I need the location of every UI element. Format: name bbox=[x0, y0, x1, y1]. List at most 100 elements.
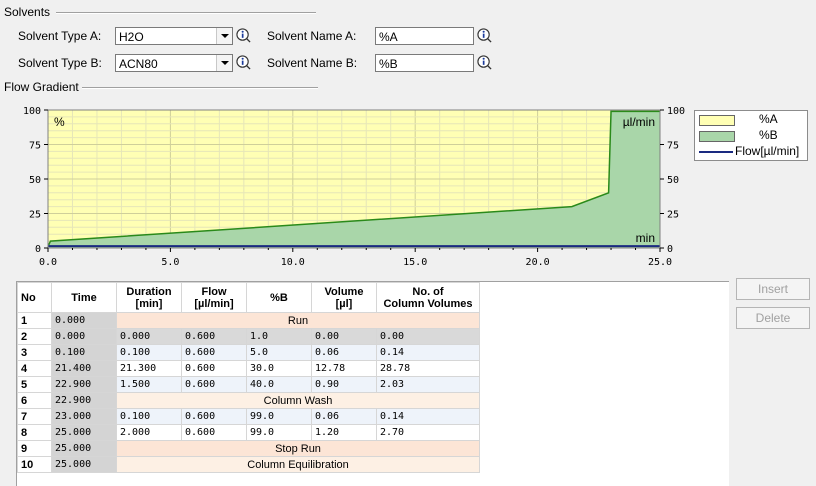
y-tick-label-right: 100 bbox=[667, 106, 685, 117]
x-tick-label: 0.0 bbox=[39, 257, 57, 268]
x-tick-label: 15.0 bbox=[403, 257, 427, 268]
table-cell[interactable]: 1.0 bbox=[246, 328, 312, 345]
table-cell[interactable]: 0.90 bbox=[311, 376, 377, 393]
table-cell[interactable]: 99.0 bbox=[246, 408, 312, 425]
table-cell[interactable]: 0.600 bbox=[181, 408, 247, 425]
time-cell: 23.000 bbox=[51, 408, 117, 425]
column-header[interactable]: Duration [min] bbox=[116, 282, 182, 313]
x-tick-label: 20.0 bbox=[526, 257, 550, 268]
table-cell[interactable]: 0.14 bbox=[376, 344, 480, 361]
table-cell[interactable]: 0.00 bbox=[311, 328, 377, 345]
chevron-down-icon[interactable] bbox=[216, 28, 232, 44]
delete-button[interactable]: Delete bbox=[736, 307, 810, 329]
table-row[interactable]: 5 22.900 1.500 0.600 40.0 0.90 2.03 bbox=[17, 376, 480, 393]
solvents-section-title: Solvents bbox=[4, 5, 51, 19]
table-cell[interactable]: 0.14 bbox=[376, 408, 480, 425]
row-number: 4 bbox=[17, 360, 52, 377]
table-row[interactable]: 8 25.000 2.000 0.600 99.0 1.20 2.70 bbox=[17, 424, 480, 441]
table-cell[interactable]: 0.600 bbox=[181, 344, 247, 361]
insert-button[interactable]: Insert bbox=[736, 278, 810, 300]
table-row[interactable]: 1 0.000 Run bbox=[17, 312, 480, 329]
table-row[interactable]: 7 23.000 0.100 0.600 99.0 0.06 0.14 bbox=[17, 408, 480, 425]
row-number: 8 bbox=[17, 424, 52, 441]
series-b-line bbox=[47, 110, 660, 247]
time-cell: 25.000 bbox=[51, 424, 117, 441]
table-cell[interactable]: 0.000 bbox=[116, 328, 182, 345]
solvent-type-b-label: Solvent Type B: bbox=[18, 56, 102, 70]
table-cell[interactable]: 0.600 bbox=[181, 376, 247, 393]
row-number: 10 bbox=[17, 456, 52, 473]
column-header[interactable]: %B bbox=[246, 282, 312, 313]
column-header[interactable]: Flow [µl/min] bbox=[181, 282, 247, 313]
y-tick-label-right: 50 bbox=[667, 175, 679, 186]
y-tick-label-right: 75 bbox=[667, 141, 679, 152]
row-number: 6 bbox=[17, 392, 52, 409]
table-cell[interactable]: 40.0 bbox=[246, 376, 312, 393]
table-cell[interactable]: 5.0 bbox=[246, 344, 312, 361]
table-cell[interactable]: 21.300 bbox=[116, 360, 182, 377]
row-number: 5 bbox=[17, 376, 52, 393]
info-icon[interactable] bbox=[477, 55, 492, 70]
time-cell: 22.900 bbox=[51, 376, 117, 393]
table-cell[interactable]: 99.0 bbox=[246, 424, 312, 441]
event-cell[interactable]: Stop Run bbox=[116, 440, 480, 457]
row-number: 9 bbox=[17, 440, 52, 457]
table-cell[interactable]: 12.78 bbox=[311, 360, 377, 377]
row-number: 2 bbox=[17, 328, 52, 345]
table-row[interactable]: 9 25.000 Stop Run bbox=[17, 440, 480, 457]
table-row[interactable]: 2 0.000 0.000 0.600 1.0 0.00 0.00 bbox=[17, 328, 480, 345]
solvent-type-b-value: ACN80 bbox=[119, 57, 158, 71]
legend-swatch-flow bbox=[699, 151, 733, 153]
solvent-name-a-input[interactable]: %A bbox=[375, 27, 474, 45]
solvent-type-a-label: Solvent Type A: bbox=[18, 29, 102, 43]
time-cell: 21.400 bbox=[51, 360, 117, 377]
chevron-down-icon[interactable] bbox=[216, 55, 232, 71]
table-cell[interactable]: 0.06 bbox=[311, 408, 377, 425]
column-header[interactable]: No bbox=[17, 282, 52, 313]
table-cell[interactable]: 0.100 bbox=[116, 408, 182, 425]
table-cell[interactable]: 0.06 bbox=[311, 344, 377, 361]
y-tick-label-left: 0 bbox=[35, 244, 41, 255]
info-icon[interactable] bbox=[236, 55, 251, 70]
solvent-name-a-value: %A bbox=[379, 30, 398, 44]
event-cell[interactable]: Column Wash bbox=[116, 392, 480, 409]
column-header[interactable]: Time bbox=[51, 282, 117, 313]
column-header[interactable]: No. of Column Volumes bbox=[376, 282, 480, 313]
table-cell[interactable]: 0.600 bbox=[181, 424, 247, 441]
solvent-name-b-input[interactable]: %B bbox=[375, 54, 474, 72]
table-cell[interactable]: 0.100 bbox=[116, 344, 182, 361]
table-cell[interactable]: 2.70 bbox=[376, 424, 480, 441]
table-cell[interactable]: 0.600 bbox=[181, 328, 247, 345]
table-cell[interactable]: 0.600 bbox=[181, 360, 247, 377]
table-row[interactable]: 3 0.100 0.100 0.600 5.0 0.06 0.14 bbox=[17, 344, 480, 361]
legend-label-flow: Flow[µl/min] bbox=[735, 144, 800, 158]
event-cell[interactable]: Run bbox=[116, 312, 480, 329]
event-cell[interactable]: Column Equilibration bbox=[116, 456, 480, 473]
y-tick-label-left: 50 bbox=[29, 175, 41, 186]
x-tick-label: 25.0 bbox=[648, 257, 672, 268]
table-cell[interactable]: 0.00 bbox=[376, 328, 480, 345]
table-row[interactable]: 4 21.400 21.300 0.600 30.0 12.78 28.78 bbox=[17, 360, 480, 377]
solvents-divider bbox=[56, 12, 316, 14]
column-header[interactable]: Volume [µl] bbox=[311, 282, 377, 313]
solvent-name-b-value: %B bbox=[379, 57, 398, 71]
table-row[interactable]: 6 22.900 Column Wash bbox=[17, 392, 480, 409]
right-axis-unit: µl/min bbox=[623, 115, 655, 129]
x-tick-label: 10.0 bbox=[281, 257, 305, 268]
table-cell[interactable]: 2.03 bbox=[376, 376, 480, 393]
solvent-type-a-select[interactable]: H2O bbox=[115, 27, 233, 45]
flow-gradient-title: Flow Gradient bbox=[4, 80, 79, 94]
table-cell[interactable]: 30.0 bbox=[246, 360, 312, 377]
table-cell[interactable]: 1.20 bbox=[311, 424, 377, 441]
table-cell[interactable]: 1.500 bbox=[116, 376, 182, 393]
x-axis-unit: min bbox=[636, 231, 655, 245]
legend-label-a: %A bbox=[759, 112, 778, 126]
table-cell[interactable]: 28.78 bbox=[376, 360, 480, 377]
table-row[interactable]: 10 25.000 Column Equilibration bbox=[17, 456, 480, 473]
flow-gradient-divider bbox=[82, 87, 318, 89]
info-icon[interactable] bbox=[236, 28, 251, 43]
info-icon[interactable] bbox=[477, 28, 492, 43]
solvent-type-b-select[interactable]: ACN80 bbox=[115, 54, 233, 72]
table-cell[interactable]: 2.000 bbox=[116, 424, 182, 441]
y-tick-label-left: 75 bbox=[29, 141, 41, 152]
